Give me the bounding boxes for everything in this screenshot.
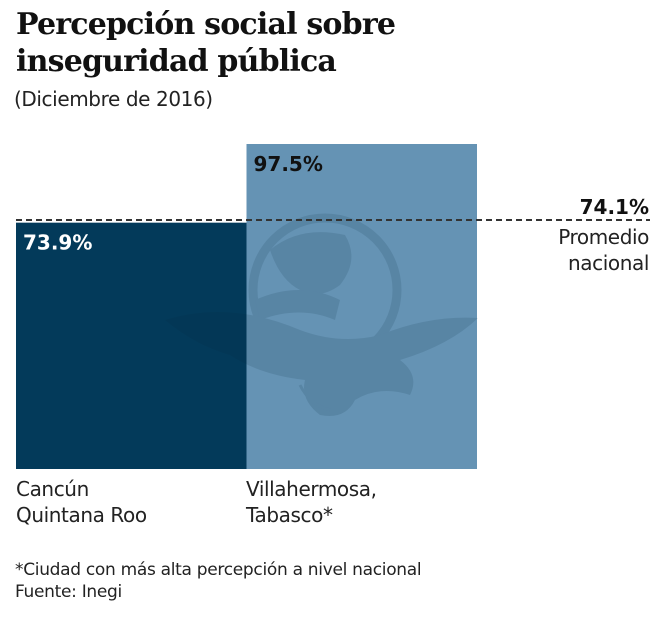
average-value-label: 74.1% [580,195,649,219]
value-labels-group: 73.9% 97.5% [23,152,323,255]
average-label-line-1: Promedio [558,225,649,249]
bar-1 [246,144,477,469]
chart-title: Percepción social sobre inseguridad públ… [16,6,396,80]
average-label: Promedio nacional [558,224,649,276]
category-label-villahermosa: Villahermosa, Tabasco* [246,476,377,528]
category-label-line: Tabasco* [246,503,333,527]
average-label-line-2: nacional [567,251,649,275]
eagle-globe-emblem-icon [165,213,478,416]
category-label-cancun: Cancún Quintana Roo [16,476,147,528]
title-line-2: inseguridad pública [16,44,337,79]
category-label-line: Cancún [16,477,89,501]
bar-value-label-1: 97.5% [254,152,323,176]
source-note: Fuente: Inegi [15,582,122,602]
chart-subtitle: (Diciembre de 2016) [14,87,213,111]
category-label-line: Quintana Roo [16,503,147,527]
bars-group [16,144,477,469]
category-label-line: Villahermosa, [246,477,377,501]
footnote: *Ciudad con más alta percepción a nivel … [15,560,422,580]
bar-0 [16,222,247,469]
title-line-1: Percepción social sobre [16,7,396,42]
bar-value-label-0: 73.9% [23,231,92,255]
